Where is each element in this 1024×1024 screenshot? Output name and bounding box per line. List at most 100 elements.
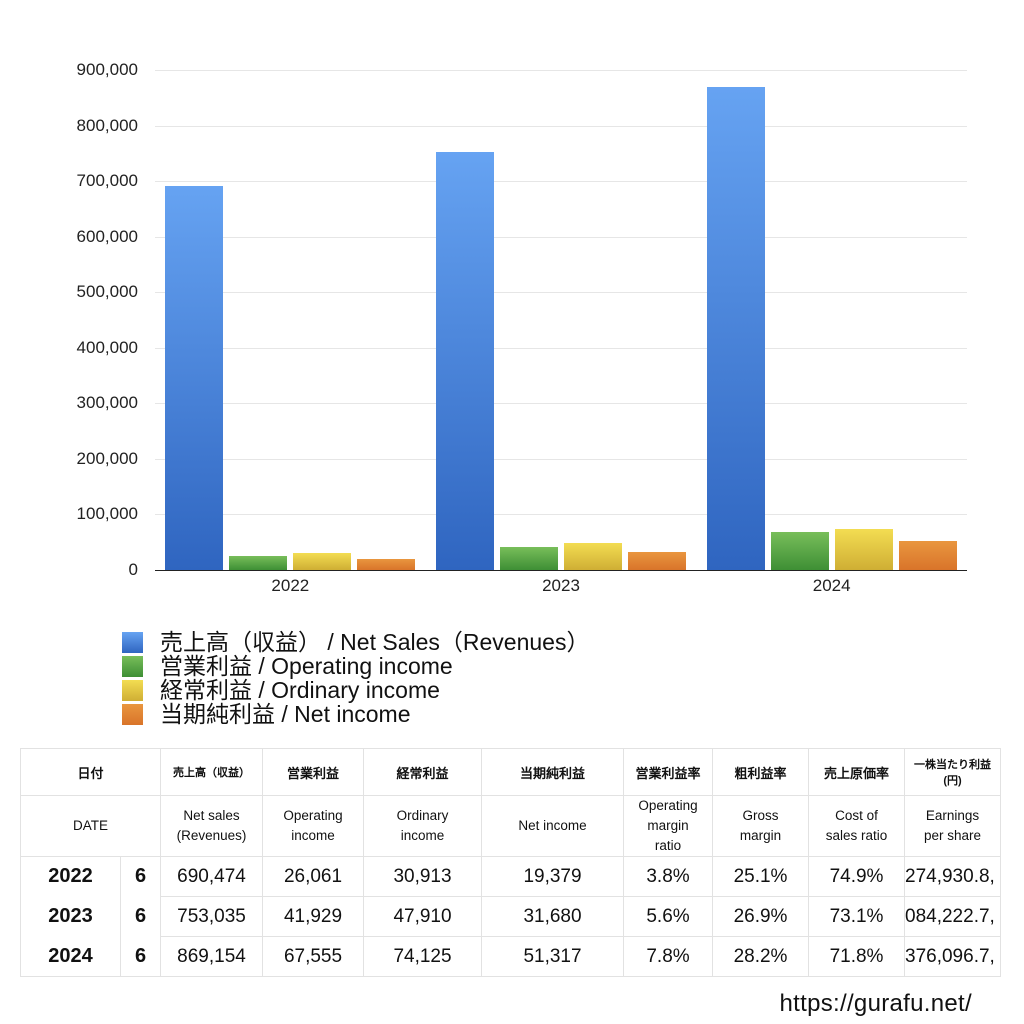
legend-swatch-net-income bbox=[122, 703, 143, 725]
y-tick-label: 800,000 bbox=[76, 115, 138, 135]
header-gross-margin-jp: 粗利益率 bbox=[712, 748, 810, 796]
header-eps-jp: 一株当たり利益 (円) bbox=[904, 748, 1002, 796]
cell-eps: ,084,222.7 bbox=[904, 896, 1002, 937]
text: Operating bbox=[638, 798, 698, 813]
header-ordinary-income-jp: 経常利益 bbox=[363, 748, 483, 796]
text: margin bbox=[647, 818, 689, 833]
table-row: 2024 6 869,154 67,555 74,125 51,317 7.8%… bbox=[20, 936, 1002, 977]
legend-item-ordinary-income: 経常利益 / Ordinary income bbox=[122, 678, 589, 702]
cell-year: 2022 bbox=[20, 856, 121, 897]
cell-month: 6 bbox=[119, 936, 162, 977]
cell-year: 2023 bbox=[20, 896, 121, 937]
bar bbox=[628, 552, 686, 570]
x-tick-label: 2022 bbox=[271, 576, 310, 595]
cell-cost-ratio: 71.8% bbox=[808, 936, 906, 977]
cell-eps: ,376,096.7 bbox=[904, 936, 1002, 977]
cell-net-income: 31,680 bbox=[481, 896, 625, 937]
y-tick-label: 900,000 bbox=[76, 60, 138, 79]
bar bbox=[706, 87, 765, 570]
cell-month: 6 bbox=[119, 856, 162, 897]
header-operating-margin-en: Operating margin ratio bbox=[623, 795, 714, 857]
cell-ordinary-income: 30,913 bbox=[363, 856, 483, 897]
cell-net-sales: 690,474 bbox=[160, 856, 264, 897]
cell-operating-margin: 3.8% bbox=[623, 856, 714, 897]
x-tick-label: 2023 bbox=[542, 576, 580, 595]
cell-net-sales: 753,035 bbox=[160, 896, 264, 937]
cell-operating-income: 41,929 bbox=[262, 896, 365, 937]
text: Net sales bbox=[183, 808, 240, 823]
bar bbox=[834, 528, 893, 570]
bar bbox=[898, 541, 957, 570]
bar bbox=[357, 559, 416, 570]
gridline bbox=[155, 514, 967, 516]
header-net-income-en: Net income bbox=[481, 795, 625, 857]
source-url[interactable]: https://gurafu.net/ bbox=[779, 990, 972, 1017]
gridline bbox=[155, 292, 967, 294]
text: margin bbox=[739, 828, 782, 843]
cell-net-sales: 869,154 bbox=[160, 936, 264, 977]
cell-operating-income: 67,555 bbox=[262, 936, 365, 977]
text: Cost of bbox=[835, 808, 878, 823]
legend-swatch-ordinary-income bbox=[122, 679, 143, 701]
header-date-en: DATE bbox=[19, 795, 162, 857]
text: Ordinary bbox=[396, 808, 449, 823]
legend-swatch-net-sales bbox=[122, 631, 143, 653]
legend-item-net-sales: 売上高（収益） / Net Sales（Revenues） bbox=[122, 630, 589, 654]
cell-cost-ratio: 73.1% bbox=[808, 896, 906, 937]
header-operating-income-jp: 営業利益 bbox=[262, 748, 365, 796]
header-operating-income-en: Operating income bbox=[262, 795, 365, 857]
header-eps-jp-line1: 一株当たり利益 bbox=[914, 759, 992, 771]
text: Operating bbox=[283, 808, 343, 823]
header-cost-ratio-jp: 売上原価率 bbox=[808, 748, 906, 796]
cell-cost-ratio: 74.9% bbox=[808, 856, 906, 897]
cell-operating-margin: 5.6% bbox=[623, 896, 714, 937]
cell-net-income: 19,379 bbox=[481, 856, 625, 897]
bar bbox=[165, 186, 224, 570]
x-tick-label: 2024 bbox=[812, 576, 851, 595]
y-tick-label: 400,000 bbox=[76, 337, 138, 357]
header-net-sales-jp: 売上高（収益） bbox=[160, 748, 264, 796]
header-cost-ratio-en: Cost of sales ratio bbox=[808, 795, 906, 857]
bar-chart: 0 100,000 200,000 300,000 400,000 500,000 600,… bbox=[76, 60, 967, 595]
header-operating-margin-jp: 営業利益率 bbox=[623, 748, 714, 796]
cell-gross-margin: 25.1% bbox=[712, 856, 810, 897]
bar bbox=[500, 546, 558, 570]
text: (Revenues) bbox=[176, 828, 247, 843]
cell-operating-margin: 7.8% bbox=[623, 936, 714, 977]
cell-year: 2024 bbox=[20, 936, 121, 977]
cell-eps: ,274,930.8 bbox=[904, 856, 1002, 897]
y-tick-label: 500,000 bbox=[76, 282, 138, 302]
x-axis-line bbox=[155, 570, 967, 571]
financial-table: 日付 売上高（収益） 営業利益 経常利益 当期純利益 営業利益率 粗利益率 売上… bbox=[19, 748, 1002, 977]
gridline bbox=[155, 236, 967, 238]
cell-gross-margin: 26.9% bbox=[712, 896, 810, 937]
gridline bbox=[155, 458, 967, 460]
cell-ordinary-income: 74,125 bbox=[363, 936, 483, 977]
header-ordinary-income-en: Ordinary income bbox=[363, 795, 483, 857]
header-date-jp: 日付 bbox=[19, 748, 162, 796]
legend-label: 経常利益 / Ordinary income bbox=[160, 677, 440, 703]
y-tick-label: 300,000 bbox=[76, 393, 138, 413]
y-tick-label: 600,000 bbox=[76, 226, 138, 246]
cell-net-income: 51,317 bbox=[481, 936, 625, 977]
chart-legend: 売上高（収益） / Net Sales（Revenues） 営業利益 / Ope… bbox=[122, 630, 589, 726]
legend-label: 売上高（収益） / Net Sales（Revenues） bbox=[160, 629, 590, 655]
gridline bbox=[155, 70, 967, 71]
legend-item-net-income: 当期純利益 / Net income bbox=[122, 702, 589, 726]
bar bbox=[770, 532, 829, 570]
header-eps-jp-line2: (円) bbox=[943, 775, 962, 787]
gridline bbox=[155, 403, 967, 405]
text: income bbox=[291, 828, 335, 843]
cell-gross-margin: 28.2% bbox=[712, 936, 810, 977]
bar bbox=[436, 151, 494, 570]
cell-ordinary-income: 47,910 bbox=[363, 896, 483, 937]
table-row: 2023 6 753,035 41,929 47,910 31,680 5.6%… bbox=[20, 896, 1002, 937]
y-tick-label: 100,000 bbox=[76, 504, 138, 524]
gridline bbox=[155, 181, 967, 183]
legend-item-operating-income: 営業利益 / Operating income bbox=[122, 654, 589, 678]
header-gross-margin-en: Gross margin bbox=[712, 795, 810, 857]
y-tick-label: 200,000 bbox=[76, 448, 138, 468]
header-net-income-jp: 当期純利益 bbox=[481, 748, 625, 796]
y-tick-label: 700,000 bbox=[76, 171, 138, 191]
y-tick-label: 0 bbox=[128, 560, 138, 579]
